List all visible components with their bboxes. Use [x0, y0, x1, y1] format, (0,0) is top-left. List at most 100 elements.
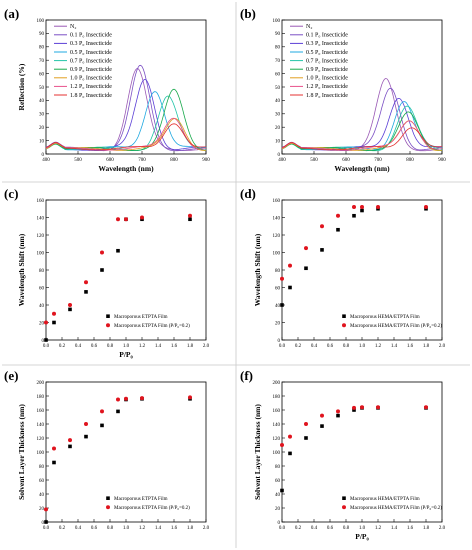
scatter-point-pp02 — [376, 205, 380, 209]
y-tick-label: 80 — [39, 46, 45, 51]
x-tick-label: 600 — [106, 158, 114, 163]
panel-5: (e) 0.0 0.2 0.4 0.6 0.8 1.0 1.2 1.4 1.6 1.8 2.0 0 20 4… — [4, 368, 210, 531]
x-tick-label: 600 — [342, 158, 350, 163]
x-tick-label: 800 — [406, 158, 414, 163]
legend-entry: 0.7 P₀ Insecticide — [70, 58, 112, 64]
x-tick-label: 0.2 — [59, 526, 66, 531]
x-tick-label: 400 — [278, 158, 286, 163]
scatter-point-pp02 — [304, 422, 308, 426]
y-tick-label: 80 — [275, 46, 281, 51]
y-tick-label: 50 — [39, 86, 45, 91]
y-tick-label: 80 — [275, 269, 281, 274]
scatter-point-pp02 — [84, 280, 88, 285]
x-axis-label: P/P₀ — [119, 350, 133, 359]
scatter-point-pp02 — [188, 395, 192, 400]
y-tick-label: 20 — [275, 321, 281, 326]
y-tick-label: 60 — [275, 72, 281, 77]
y-tick-label: 20 — [39, 507, 45, 512]
legend-entry: 1.8 P₀ Insecticide — [306, 93, 348, 99]
y-axis-label: Solvent Layer Thickness (nm) — [17, 404, 26, 500]
scatter-point-pp02 — [44, 507, 48, 512]
y-tick-label: 60 — [39, 479, 45, 484]
y-tick-label: 10 — [275, 139, 281, 144]
x-tick-label: 1.6 — [171, 344, 178, 349]
y-tick-label: 160 — [273, 199, 281, 204]
x-tick-label: 900 — [438, 158, 446, 163]
panel-label: (f) — [240, 368, 253, 383]
x-tick-label: 0.4 — [75, 526, 82, 531]
scatter-point-film — [336, 227, 340, 232]
scatter-point-film — [100, 268, 104, 272]
scatter-point-film — [320, 424, 324, 428]
y-tick-label: 140 — [273, 423, 281, 428]
x-tick-label: 1.2 — [139, 344, 146, 349]
y-tick-label: 60 — [39, 72, 45, 77]
legend-entry: Macroporous HEMA/ETPTA Film — [350, 497, 420, 502]
scatter-point-pp02 — [68, 303, 72, 307]
legend-marker-film — [106, 314, 110, 318]
y-tick-label: 20 — [275, 507, 281, 512]
panel-4: (d) 0.0 0.2 0.4 0.6 0.8 1.0 1.2 1.4 1.6 1.8 2.0 0 20 4… — [240, 186, 446, 349]
scatter-point-pp02 — [52, 311, 56, 316]
x-tick-label: 1.4 — [391, 526, 398, 531]
legend-entry: Macroporous ETPTA Film (P/P₀=0.2) — [114, 506, 190, 511]
series-line-1.2 — [281, 120, 443, 151]
y-tick-label: 160 — [37, 409, 45, 414]
y-tick-label: 30 — [39, 113, 45, 118]
scatter-point-film — [100, 423, 104, 428]
legend-entry: N₂ — [306, 24, 312, 30]
legend-entry: Macroporous ETPTA Film — [114, 315, 168, 320]
y-tick-label: 140 — [273, 216, 281, 221]
y-axis-label: Reflection (%) — [17, 63, 26, 110]
y-axis-label: Wavelength Shift (nm) — [253, 233, 262, 306]
legend-marker-film — [342, 314, 346, 318]
scatter-point-pp02 — [320, 224, 324, 229]
y-tick-label: 20 — [275, 126, 281, 131]
scatter-point-pp02 — [140, 215, 144, 220]
y-tick-label: 100 — [37, 251, 45, 256]
x-tick-label: 0.8 — [343, 344, 350, 349]
x-tick-label: 1.0 — [123, 344, 130, 349]
y-tick-label: 60 — [275, 479, 281, 484]
panel-label: (c) — [4, 186, 18, 201]
scatter-point-pp02 — [116, 397, 120, 402]
scatter-point-pp02 — [288, 434, 292, 439]
x-tick-label: 1.2 — [139, 526, 146, 531]
scatter-point-pp02 — [304, 246, 308, 251]
y-tick-label: 200 — [37, 381, 45, 386]
scatter-point-pp02 — [352, 405, 356, 410]
y-tick-label: 30 — [275, 113, 281, 118]
x-tick-label: 500 — [310, 158, 318, 163]
x-tick-label: 0.8 — [343, 526, 350, 531]
y-tick-label: 100 — [37, 451, 45, 456]
scatter-point-pp02 — [280, 276, 284, 281]
scatter-point-pp02 — [52, 446, 56, 451]
series-line-1.8 — [281, 127, 443, 151]
x-tick-label: 0.0 — [43, 344, 50, 349]
legend-entry: N₂ — [70, 24, 76, 30]
x-tick-label: 900 — [202, 158, 210, 163]
y-tick-label: 80 — [39, 465, 45, 470]
y-axis-label: Solvent Layer Thickness (nm) — [253, 404, 262, 500]
y-tick-label: 20 — [39, 126, 45, 131]
y-tick-label: 20 — [39, 321, 45, 326]
series-line-0.3 — [281, 97, 443, 151]
scatter-point-film — [188, 217, 192, 222]
scatter-point-pp02 — [280, 443, 284, 447]
scatter-point-pp02 — [336, 213, 340, 218]
series-line-0.7 — [281, 105, 443, 152]
legend-entry: 0.9 P₀ Insecticide — [70, 67, 112, 73]
y-tick-label: 50 — [275, 86, 281, 91]
y-tick-label: 100 — [273, 19, 281, 24]
x-tick-label: 2.0 — [439, 344, 446, 349]
y-tick-label: 120 — [37, 234, 45, 239]
legend-marker-pp02 — [342, 505, 346, 510]
legend-marker-pp02 — [342, 323, 346, 328]
x-axis-label: Wavelength (nm) — [98, 164, 154, 173]
scatter-point-pp02 — [320, 413, 324, 418]
scatter-point-film — [52, 320, 56, 325]
scatter-point-film — [288, 285, 292, 290]
legend-marker-pp02 — [106, 323, 110, 328]
x-tick-label: 1.0 — [123, 526, 130, 531]
